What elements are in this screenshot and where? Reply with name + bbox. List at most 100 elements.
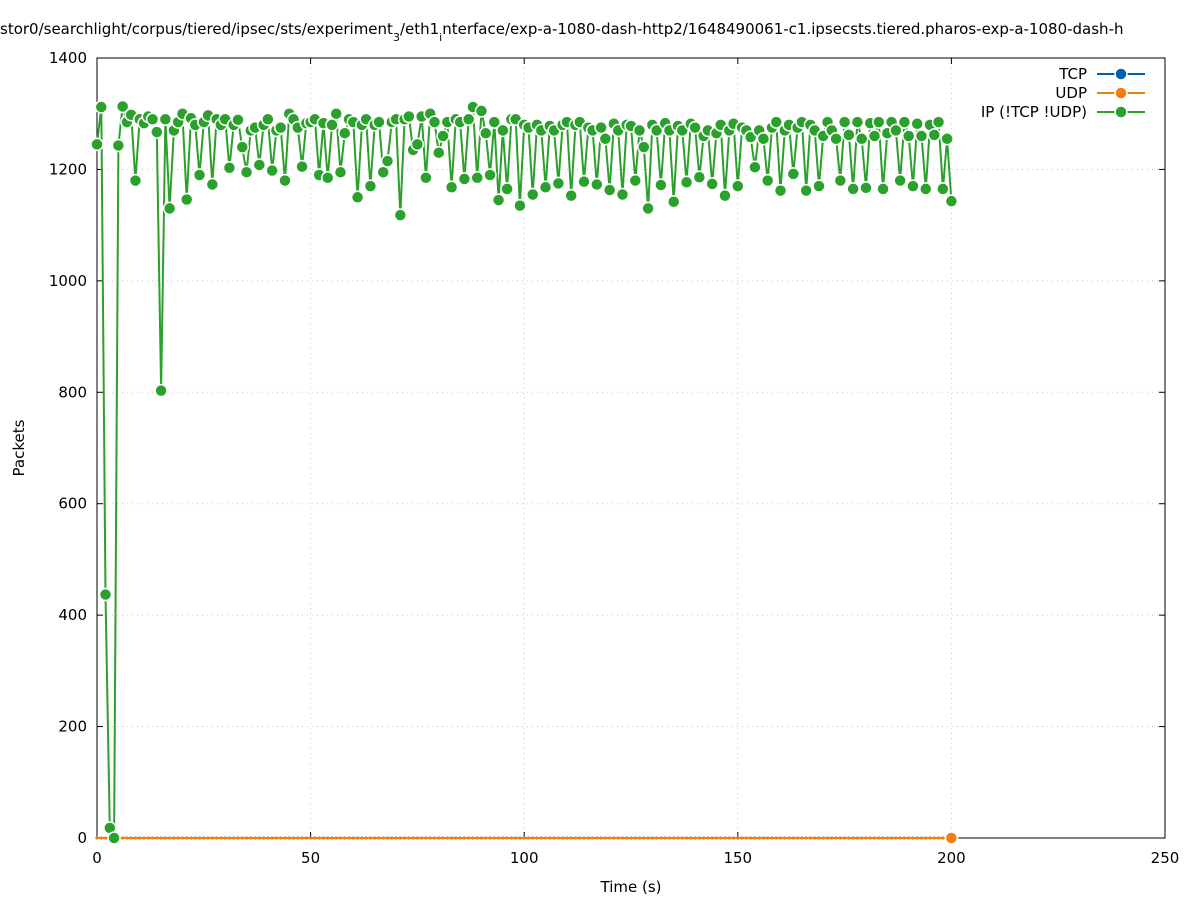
series-marker bbox=[231, 113, 245, 127]
series-marker bbox=[467, 836, 471, 840]
series-marker bbox=[133, 836, 137, 840]
series-marker bbox=[714, 836, 718, 840]
series-marker bbox=[415, 836, 419, 840]
series-marker bbox=[351, 836, 355, 840]
series-marker bbox=[890, 836, 894, 840]
series-marker bbox=[548, 836, 552, 840]
series-marker bbox=[569, 836, 573, 840]
series-marker bbox=[787, 836, 791, 840]
series-marker bbox=[551, 176, 566, 191]
series-marker bbox=[748, 160, 762, 174]
series-marker bbox=[403, 836, 407, 840]
series-marker bbox=[278, 173, 292, 188]
series-marker bbox=[650, 836, 654, 840]
series-marker bbox=[753, 836, 757, 840]
series-marker bbox=[373, 836, 377, 840]
series-marker bbox=[902, 836, 906, 840]
series-marker bbox=[292, 836, 296, 840]
legend-marker bbox=[1114, 105, 1128, 119]
legend-label: IP (!TCP !UDP) bbox=[981, 103, 1087, 121]
series-marker bbox=[629, 836, 633, 840]
series-marker bbox=[881, 836, 885, 840]
series-marker bbox=[146, 836, 150, 840]
series-marker bbox=[317, 836, 321, 840]
series-marker bbox=[240, 836, 244, 840]
series-marker bbox=[885, 836, 889, 840]
series-marker bbox=[907, 836, 911, 840]
series-marker bbox=[843, 836, 847, 840]
series-marker bbox=[842, 128, 856, 142]
series-marker bbox=[808, 836, 812, 840]
series-marker bbox=[779, 836, 783, 840]
series-marker bbox=[90, 137, 104, 152]
series-marker bbox=[689, 836, 693, 840]
series-marker bbox=[838, 836, 842, 840]
series-marker bbox=[154, 383, 168, 398]
series-marker bbox=[932, 836, 936, 840]
series-marker bbox=[274, 836, 278, 840]
series-marker bbox=[774, 836, 778, 840]
series-marker bbox=[380, 154, 395, 168]
series-marker bbox=[757, 836, 761, 840]
title-part: stor0/searchlight/corpus/tiered/ipsec/st… bbox=[0, 20, 393, 38]
series-marker bbox=[329, 106, 343, 121]
series-marker bbox=[287, 836, 291, 840]
series-marker bbox=[544, 836, 548, 840]
series-marker bbox=[198, 836, 202, 840]
series-marker bbox=[927, 128, 942, 142]
series-marker bbox=[111, 138, 126, 153]
title-part: /eth1 bbox=[400, 20, 439, 38]
title-part: 3 bbox=[393, 31, 400, 44]
series-marker bbox=[356, 836, 360, 840]
y-tick-label: 1400 bbox=[49, 49, 87, 67]
series-marker bbox=[129, 836, 133, 840]
series-marker bbox=[817, 836, 821, 840]
series-marker bbox=[487, 115, 502, 129]
series-marker bbox=[637, 140, 651, 154]
series-marker bbox=[125, 836, 129, 840]
series-marker bbox=[462, 836, 466, 840]
series-marker bbox=[791, 836, 795, 840]
series-marker bbox=[770, 836, 774, 840]
series-marker bbox=[445, 836, 449, 840]
title-part: i bbox=[439, 31, 442, 44]
series-marker bbox=[582, 836, 586, 840]
series-marker bbox=[192, 168, 207, 182]
series-marker bbox=[252, 158, 267, 172]
series-marker bbox=[343, 836, 347, 840]
series-marker bbox=[484, 836, 488, 840]
series-marker bbox=[300, 836, 304, 840]
series-marker bbox=[497, 836, 501, 840]
series-marker bbox=[847, 836, 851, 840]
series-marker bbox=[364, 836, 368, 840]
series-marker bbox=[488, 836, 492, 840]
series-marker bbox=[428, 836, 432, 840]
series-marker bbox=[526, 836, 530, 840]
series-marker bbox=[179, 192, 194, 207]
series-marker bbox=[538, 180, 553, 195]
series-marker bbox=[783, 836, 787, 840]
series-marker bbox=[390, 836, 394, 840]
series-marker bbox=[94, 100, 109, 114]
series-marker bbox=[492, 836, 496, 840]
series-marker bbox=[363, 179, 378, 193]
series-marker bbox=[893, 173, 907, 188]
series-marker bbox=[898, 836, 902, 840]
series-marker bbox=[889, 123, 903, 138]
series-marker bbox=[176, 836, 180, 840]
series-marker bbox=[514, 836, 518, 840]
series-marker bbox=[513, 198, 527, 213]
series-marker bbox=[339, 836, 343, 840]
series-marker bbox=[115, 99, 130, 114]
series-marker bbox=[474, 104, 489, 118]
series-marker bbox=[867, 129, 882, 143]
series-marker bbox=[407, 836, 411, 840]
series-marker bbox=[685, 836, 689, 840]
legend-marker bbox=[1114, 67, 1128, 81]
x-tick-label: 150 bbox=[723, 849, 752, 867]
series-marker bbox=[615, 187, 630, 202]
series-marker bbox=[411, 836, 415, 840]
series-marker bbox=[919, 836, 923, 840]
series-marker bbox=[320, 171, 335, 185]
x-tick-label: 100 bbox=[510, 849, 539, 867]
